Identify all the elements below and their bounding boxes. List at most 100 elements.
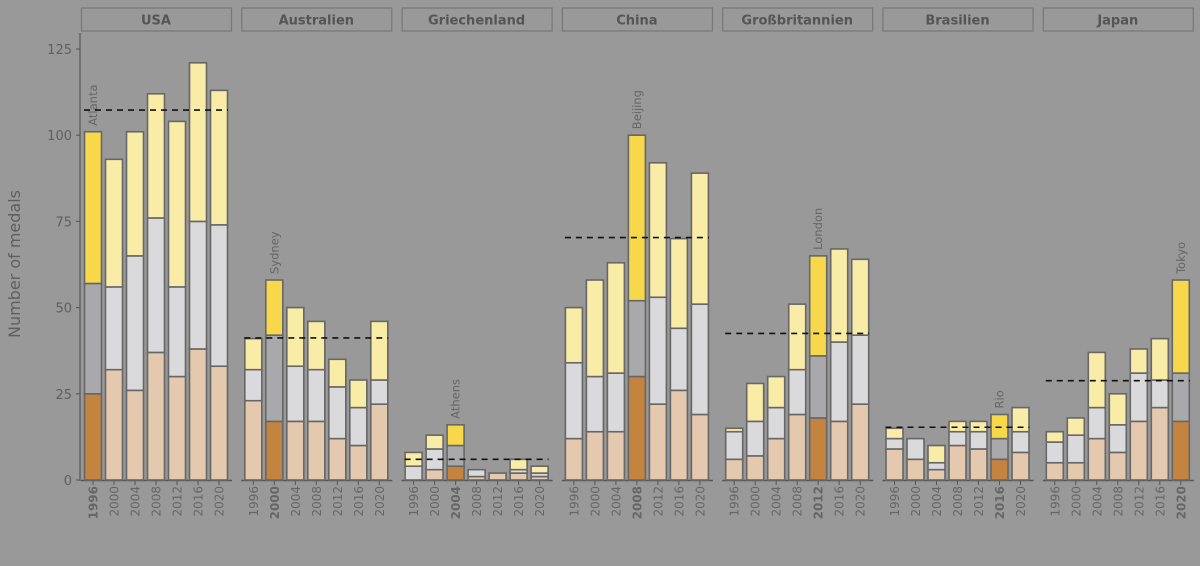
bar-bronze-2000 [1066,461,1086,481]
bar-silver-1996 [885,437,904,450]
bar-bronze-2012 [1129,420,1149,481]
bar-silver-2016 [188,220,208,350]
bar-silver-1996 [83,282,103,395]
bar-gold-2008 [146,93,166,219]
bar-bronze-2000 [585,430,605,481]
bar-silver-2020 [690,303,710,416]
x-tick-label: 1996 [728,486,742,517]
bar-silver-2008 [1108,424,1128,454]
bar-silver-1996 [244,368,263,402]
bar-bronze-1996 [724,458,744,481]
x-tick-label: 2016 [352,486,366,517]
bar-bronze-2016 [669,389,689,481]
y-tick-label: 75 [55,215,72,230]
x-tick-label: 2020 [693,486,707,517]
x-tick-label: 2020 [1174,486,1188,519]
bar-bronze-2004 [446,465,465,481]
x-tick-label: 2008 [791,486,805,517]
bar-bronze-2016 [348,444,368,481]
x-tick-label: 2020 [213,486,227,517]
x-tick-label: 2008 [630,486,644,519]
y-tick-label: 0 [64,474,72,489]
bar-silver-2004 [766,406,786,440]
x-tick-label: 2012 [651,486,665,517]
bar-bronze-2016 [829,420,849,481]
bar-silver-2016 [990,437,1009,461]
x-tick-label: 1996 [1048,486,1062,517]
facet-strip [882,7,1034,32]
bar-silver-2012 [969,430,988,450]
x-tick-label: 2012 [491,486,505,517]
facet-brasilien: Brasilien 1996 2000 2004 2008 2012 2016 Rio 2020 [882,7,1034,519]
facet-strip [241,7,393,32]
bar-bronze-2008 [627,375,647,481]
bar-gold-2004 [446,424,465,447]
bar-silver-2016 [348,406,368,447]
bar-bronze-1996 [1045,461,1065,481]
facet-griechenland: Griechenland 1996 2000 2004 Athens 2008 2012 20… [401,7,553,519]
bar-gold-2020 [1011,406,1030,433]
bar-silver-2012 [808,355,828,419]
bar-silver-2000 [585,375,605,433]
x-tick-label: 2000 [588,486,602,517]
facet-title: Großbritannien [741,14,853,29]
bar-bronze-2004 [606,430,626,481]
bar-silver-2020 [369,379,389,405]
bar-bronze-1996 [885,448,904,481]
x-tick-label: 2008 [1111,486,1125,517]
bar-silver-2020 [1011,430,1030,454]
bar-bronze-2016 [509,472,528,481]
bar-bronze-2000 [906,458,925,481]
bar-gold-2004 [766,375,786,409]
facet-china: China 1996 2000 2004 2008 Beijing 2012 2016 2020 [561,7,714,519]
bar-gold-2008 [1108,392,1128,426]
y-tick-label: 25 [55,388,72,403]
bar-bronze-2012 [808,417,828,481]
bar-gold-2000 [425,434,444,450]
bar-bronze-2012 [969,448,988,481]
bar-silver-1996 [564,361,584,440]
bar-silver-2004 [927,461,946,471]
bar-silver-2012 [167,286,187,378]
bar-silver-2008 [627,299,647,378]
bar-bronze-2012 [167,375,187,481]
x-tick-label: 1996 [87,486,101,519]
bar-gold-1996 [83,130,103,285]
x-tick-label: 2012 [331,486,345,517]
bar-silver-1996 [1045,441,1065,464]
bar-silver-2000 [264,334,284,423]
bar-gold-1996 [724,427,744,433]
bar-silver-2008 [787,368,807,416]
bar-silver-2000 [745,420,765,457]
x-tick-label: 1996 [888,486,902,517]
bar-silver-2004 [1087,406,1107,440]
x-tick-label: 2016 [993,486,1007,519]
facet-großbritannien: Großbritannien 1996 2000 2004 2008 2012 London… [722,7,874,519]
x-tick-label: 2016 [1153,486,1167,517]
x-tick-label: 2008 [951,486,965,517]
facet-strip [401,7,553,32]
bar-gold-2016 [188,61,208,223]
facet-usa: USA 1996 Atlanta 2000 2004 2008 2012 2016 2020 [80,7,233,519]
bar-gold-2016 [348,379,368,409]
bar-gold-2016 [669,237,689,330]
x-tick-label: 2020 [533,486,547,517]
bar-silver-2020 [209,224,229,368]
bar-silver-1996 [724,430,744,461]
bar-gold-2016 [509,458,528,471]
bar-gold-2016 [1150,337,1170,381]
bar-silver-2016 [669,327,689,392]
x-tick-label: 2012 [812,486,826,519]
y-tick-label: 100 [47,129,72,144]
bar-gold-2000 [1066,417,1086,436]
x-tick-label: 2000 [108,486,122,517]
bar-silver-2000 [906,437,925,461]
facet-title: Japan [1096,14,1138,29]
bar-bronze-2020 [850,403,870,481]
bar-gold-2020 [850,258,870,336]
bar-silver-2004 [606,372,626,433]
facet-japan: Japan 1996 2000 2004 2008 2012 2016 2020 Tokyo [1042,7,1194,519]
bar-bronze-2000 [425,468,444,481]
bar-gold-2020 [690,172,710,305]
host-city-label: Rio [993,390,1007,408]
